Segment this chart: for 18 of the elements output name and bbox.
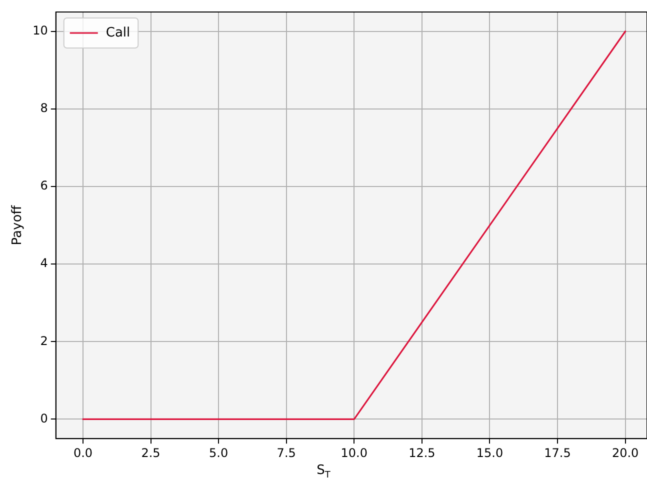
x-tick-label: 17.5 (544, 446, 571, 460)
x-axis-title: S$_{T}$ (316, 462, 332, 483)
y-axis-title: Payoff (10, 204, 26, 246)
x-tick-label: 5.0 (209, 446, 228, 460)
y-tick-label: 0 (40, 411, 48, 426)
x-tick-label: 15.0 (476, 446, 504, 460)
y-tick-label: 4 (40, 256, 48, 270)
x-tick-label: 12.5 (408, 446, 436, 460)
x-tick-label: 0.0 (73, 446, 93, 460)
legend-label: Call (106, 25, 130, 40)
x-tick-label: 20.0 (612, 446, 639, 460)
y-tick-label: 10 (32, 24, 48, 38)
y-tick-label: 8 (40, 101, 48, 116)
y-tick-label: 2 (40, 334, 48, 348)
x-tick-label: 2.5 (141, 446, 160, 460)
y-tick-label: 6 (40, 178, 48, 193)
x-tick-label: 7.5 (276, 446, 296, 460)
x-tick-label: 10.0 (340, 446, 368, 460)
